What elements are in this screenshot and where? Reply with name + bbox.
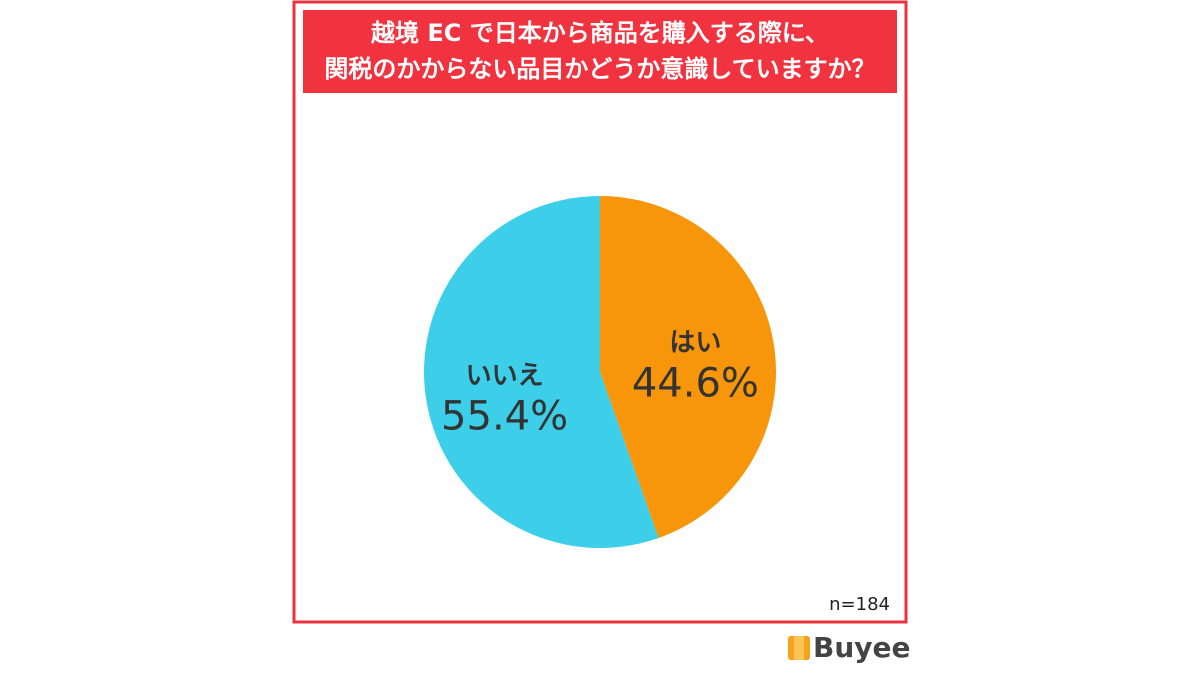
slice-value-label: 55.4% (441, 393, 568, 439)
chart-title: 越境 EC で日本から商品を購入する際に、 (371, 19, 829, 47)
pie-slice (600, 196, 776, 538)
pie-slice (423, 196, 659, 548)
chart-title: 関税のかからない品目かどうか意識していますか？ (324, 55, 875, 83)
slice-value-label: 44.6% (632, 361, 759, 407)
logo-icon (794, 636, 804, 660)
slice-category-label: いいえ (466, 361, 544, 391)
logo-text: Buyee (813, 631, 911, 664)
sample-note: n=184 (829, 594, 890, 615)
title-banner (303, 10, 897, 93)
slice-category-label: はい (669, 328, 721, 358)
logo: Buyee (788, 631, 911, 664)
